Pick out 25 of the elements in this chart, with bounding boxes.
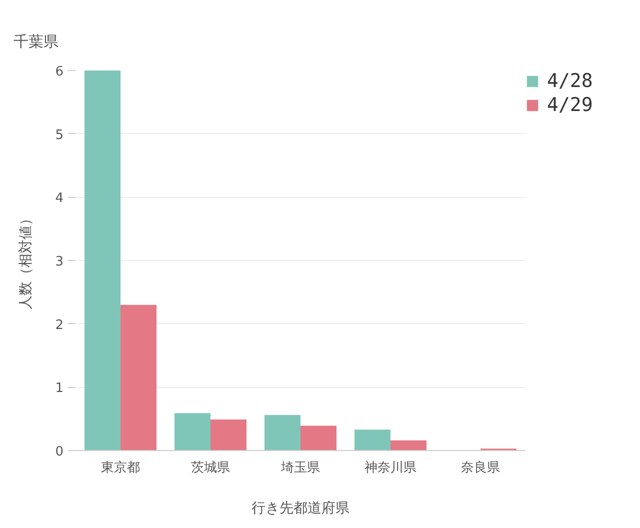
- bar: [300, 426, 336, 450]
- bar: [354, 430, 390, 450]
- x-tick-label: 埼玉県: [280, 460, 320, 476]
- y-tick-label: 1: [55, 381, 64, 396]
- y-tick-label: 4: [55, 191, 64, 206]
- y-tick-label: 0: [55, 444, 64, 460]
- chart-title: 千葉県: [14, 32, 58, 50]
- x-tick-label: 奈良県: [461, 460, 500, 476]
- y-axis-title: 人数（相対値）: [18, 212, 34, 310]
- bar: [390, 440, 426, 450]
- legend-label: 4/28: [547, 70, 594, 92]
- legend-label: 4/29: [547, 94, 594, 116]
- y-tick-label: 5: [55, 128, 64, 143]
- bar: [120, 304, 156, 450]
- x-tick-label: 東京都: [101, 460, 140, 476]
- bar: [174, 413, 210, 450]
- bar: [84, 70, 120, 450]
- x-axis-title: 行き先都道府県: [252, 500, 350, 516]
- x-tick-label: 茨城県: [191, 460, 230, 476]
- y-tick-label: 3: [55, 254, 64, 270]
- bar: [264, 415, 300, 450]
- y-tick-label: 6: [55, 64, 64, 80]
- bar: [210, 419, 246, 450]
- x-tick-label: 神奈川県: [364, 460, 416, 476]
- y-tick-label: 2: [55, 318, 64, 333]
